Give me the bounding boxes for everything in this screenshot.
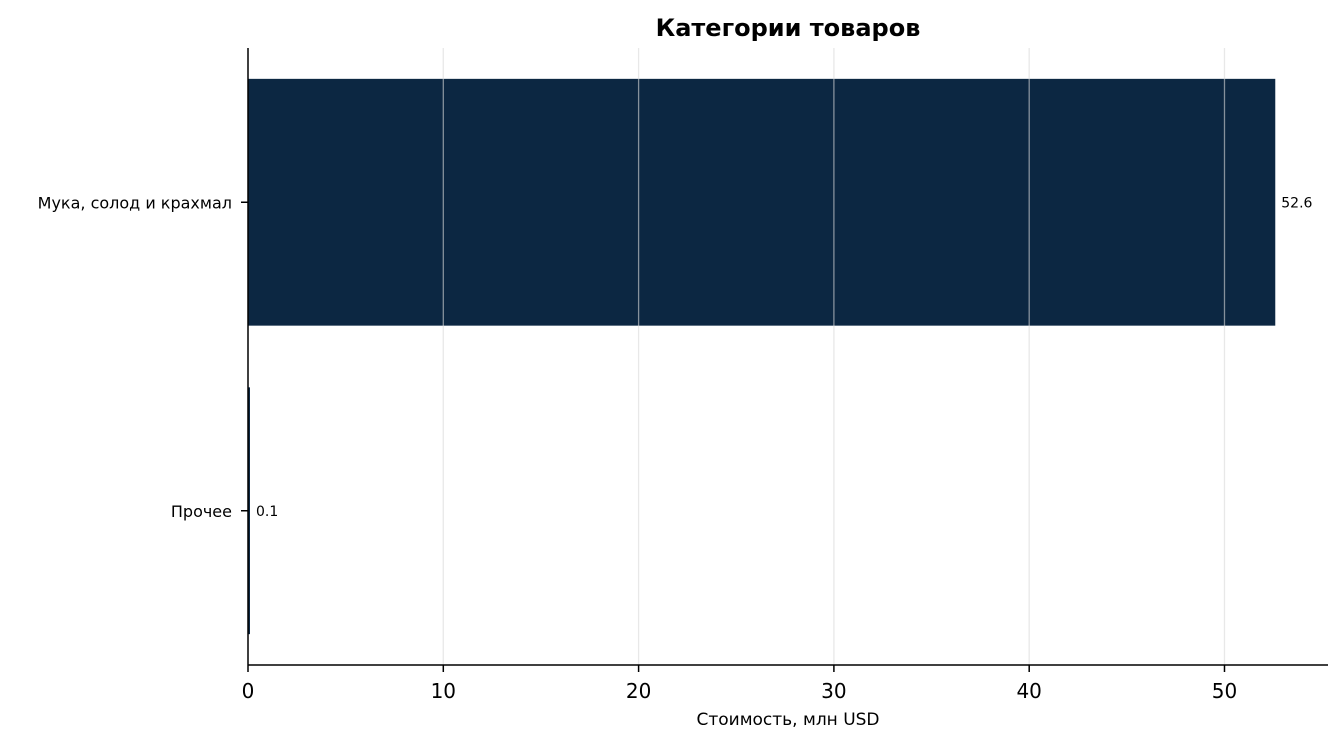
chart-title: Категории товаров (656, 14, 921, 42)
value-label-0: 52.6 (1281, 195, 1312, 211)
bar-0 (248, 78, 1276, 326)
x-tick-label-0: 0 (242, 679, 255, 703)
x-tick-label-1: 10 (431, 679, 456, 703)
value-label-1: 0.1 (256, 504, 278, 520)
category-label-0: Мука, солод и крахмал (38, 193, 232, 212)
axes (241, 48, 1328, 672)
x-tick-label-4: 40 (1016, 679, 1041, 703)
labels: 52.6 Мука, солод и крахмал 0.1 Прочее 0 10 20 3… (38, 193, 1313, 703)
grid-lines (442, 48, 1226, 665)
x-tick-label-5: 50 (1212, 679, 1237, 703)
x-axis-label: Стоимость, млн USD (696, 710, 879, 730)
x-tick-label-3: 30 (821, 679, 846, 703)
bars (248, 78, 1276, 635)
category-label-1: Прочее (171, 502, 232, 521)
bar-1 (248, 387, 250, 635)
x-tick-label-2: 20 (626, 679, 651, 703)
